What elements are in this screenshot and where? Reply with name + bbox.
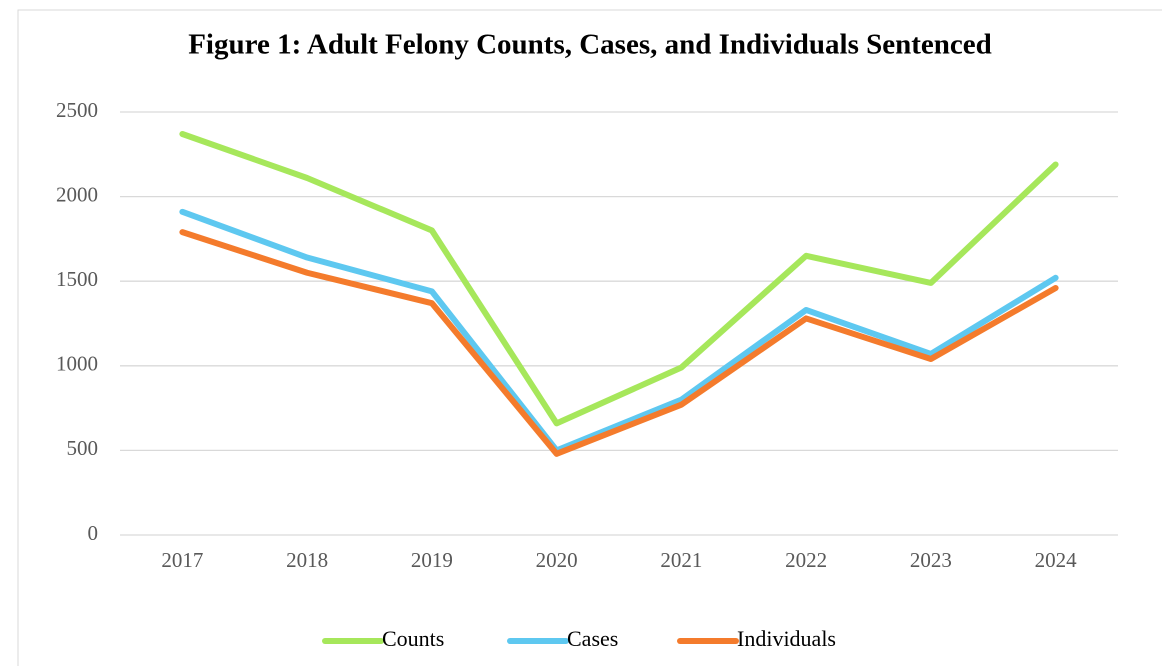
x-tick-label: 2022 <box>785 548 827 572</box>
series-line <box>179 229 1059 457</box>
legend-label: Cases <box>567 626 618 651</box>
x-tick-label: 2019 <box>411 548 453 572</box>
legend-label: Counts <box>382 626 444 651</box>
y-tick-label: 2000 <box>56 182 98 206</box>
y-tick-label: 1000 <box>56 352 98 376</box>
x-tick-label: 2020 <box>536 548 578 572</box>
series-line <box>179 130 1059 427</box>
x-tick-label: 2017 <box>161 548 203 572</box>
x-tick-label: 2023 <box>910 548 952 572</box>
x-tick-label: 2021 <box>660 548 702 572</box>
y-tick-label: 0 <box>88 521 99 545</box>
x-tick-label: 2024 <box>1035 548 1078 572</box>
y-tick-label: 2500 <box>56 98 98 122</box>
legend-label: Individuals <box>737 626 836 651</box>
series-line <box>179 208 1059 454</box>
chart-title: Figure 1: Adult Felony Counts, Cases, an… <box>188 29 992 61</box>
y-tick-label: 1500 <box>56 267 98 291</box>
y-tick-label: 500 <box>67 436 99 460</box>
x-tick-label: 2018 <box>286 548 328 572</box>
